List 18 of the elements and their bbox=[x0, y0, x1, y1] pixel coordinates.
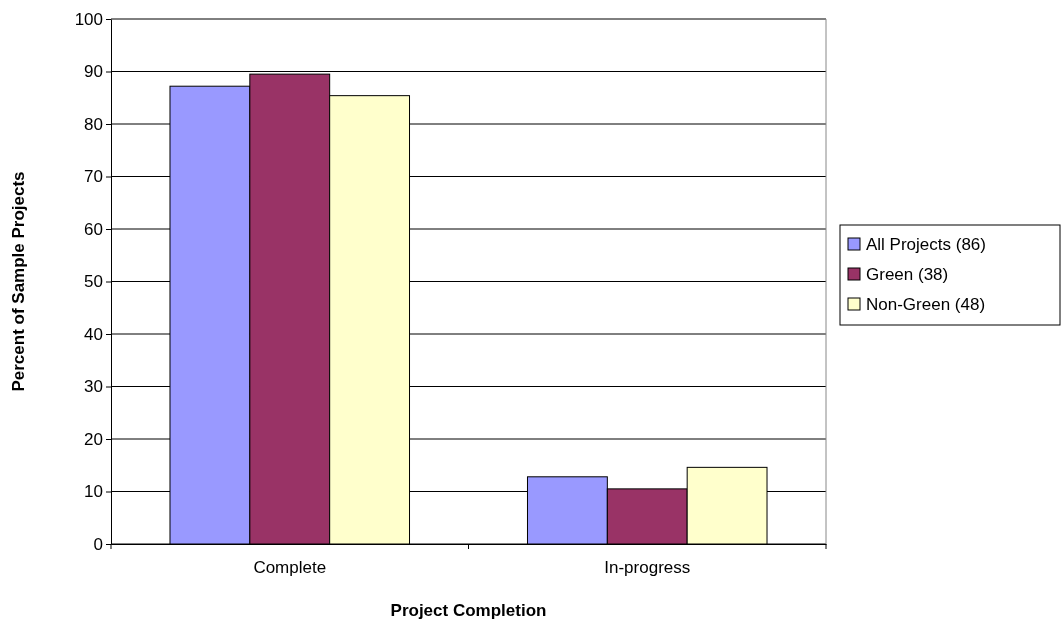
legend-label: Green (38) bbox=[866, 265, 949, 284]
y-tick-label: 10 bbox=[84, 482, 103, 502]
y-tick-label: 0 bbox=[93, 534, 103, 554]
y-tick-label: 60 bbox=[84, 219, 103, 239]
y-tick-label: 20 bbox=[84, 429, 103, 449]
y-tick-label: 80 bbox=[84, 114, 103, 134]
y-tick-label: 100 bbox=[74, 9, 103, 29]
y-tick-label: 50 bbox=[84, 272, 103, 292]
y-axis-title: Percent of Sample Projects bbox=[9, 171, 28, 392]
x-axis-title: Project Completion bbox=[390, 601, 547, 620]
y-tick-label: 40 bbox=[84, 324, 103, 344]
legend-label: Non-Green (48) bbox=[866, 295, 986, 314]
x-tick-label: Complete bbox=[253, 557, 327, 577]
y-tick-label: 30 bbox=[84, 377, 103, 397]
y-tick-label: 70 bbox=[84, 167, 103, 187]
y-tick-label: 90 bbox=[84, 62, 103, 82]
legend-label: All Projects (86) bbox=[866, 235, 986, 254]
x-tick-label: In-progress bbox=[604, 557, 691, 577]
